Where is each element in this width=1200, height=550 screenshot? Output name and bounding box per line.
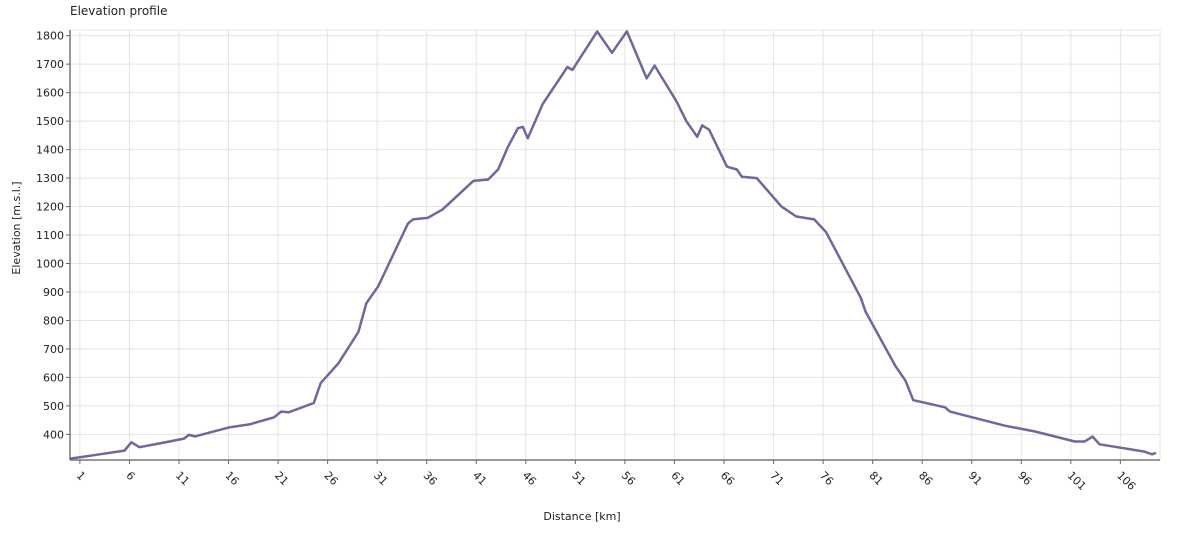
x-tick-label: 61 [668,469,687,488]
x-tick-label: 76 [817,469,836,488]
y-tick-label: 1400 [36,144,64,157]
y-tick-label: 600 [43,371,64,384]
y-tick-label: 1200 [36,201,64,214]
y-tick-label: 1800 [36,30,64,43]
x-tick-label: 81 [867,469,886,488]
y-tick-label: 900 [43,286,64,299]
y-tick-label: 1600 [36,87,64,100]
y-axis-label: Elevation [m.s.l.] [10,181,23,274]
y-tick-label: 500 [43,400,64,413]
x-tick-label: 66 [718,469,737,488]
x-tick-label: 31 [371,469,390,488]
x-tick-label: 71 [767,469,786,488]
x-tick-label: 16 [222,469,241,488]
x-tick-label: 46 [520,469,539,488]
x-tick-label: 1 [74,469,88,483]
x-tick-label: 101 [1065,469,1089,493]
y-tick-label: 800 [43,314,64,327]
y-tick-label: 1300 [36,172,64,185]
y-tick-label: 1000 [36,258,64,271]
x-tick-label: 51 [569,469,588,488]
x-tick-label: 11 [173,469,192,488]
y-tick-label: 1700 [36,58,64,71]
y-tick-label: 1500 [36,115,64,128]
x-tick-label: 56 [619,469,638,488]
plot-area [69,29,1161,461]
x-tick-label: 6 [123,469,137,483]
x-axis-label: Distance [km] [543,510,620,523]
x-tick-label: 36 [421,469,440,488]
x-tick-label: 21 [272,469,291,488]
x-tick-label: 86 [916,469,935,488]
y-tick-label: 400 [43,428,64,441]
x-tick-label: 96 [1015,469,1034,488]
x-tick-label: 91 [966,469,985,488]
chart-title: Elevation profile [70,4,167,18]
y-tick-label: 1100 [36,229,64,242]
elevation-line [69,30,1157,460]
x-tick-label: 41 [470,469,489,488]
y-tick-label: 700 [43,343,64,356]
x-tick-label: 106 [1114,469,1138,493]
x-tick-label: 26 [322,469,341,488]
